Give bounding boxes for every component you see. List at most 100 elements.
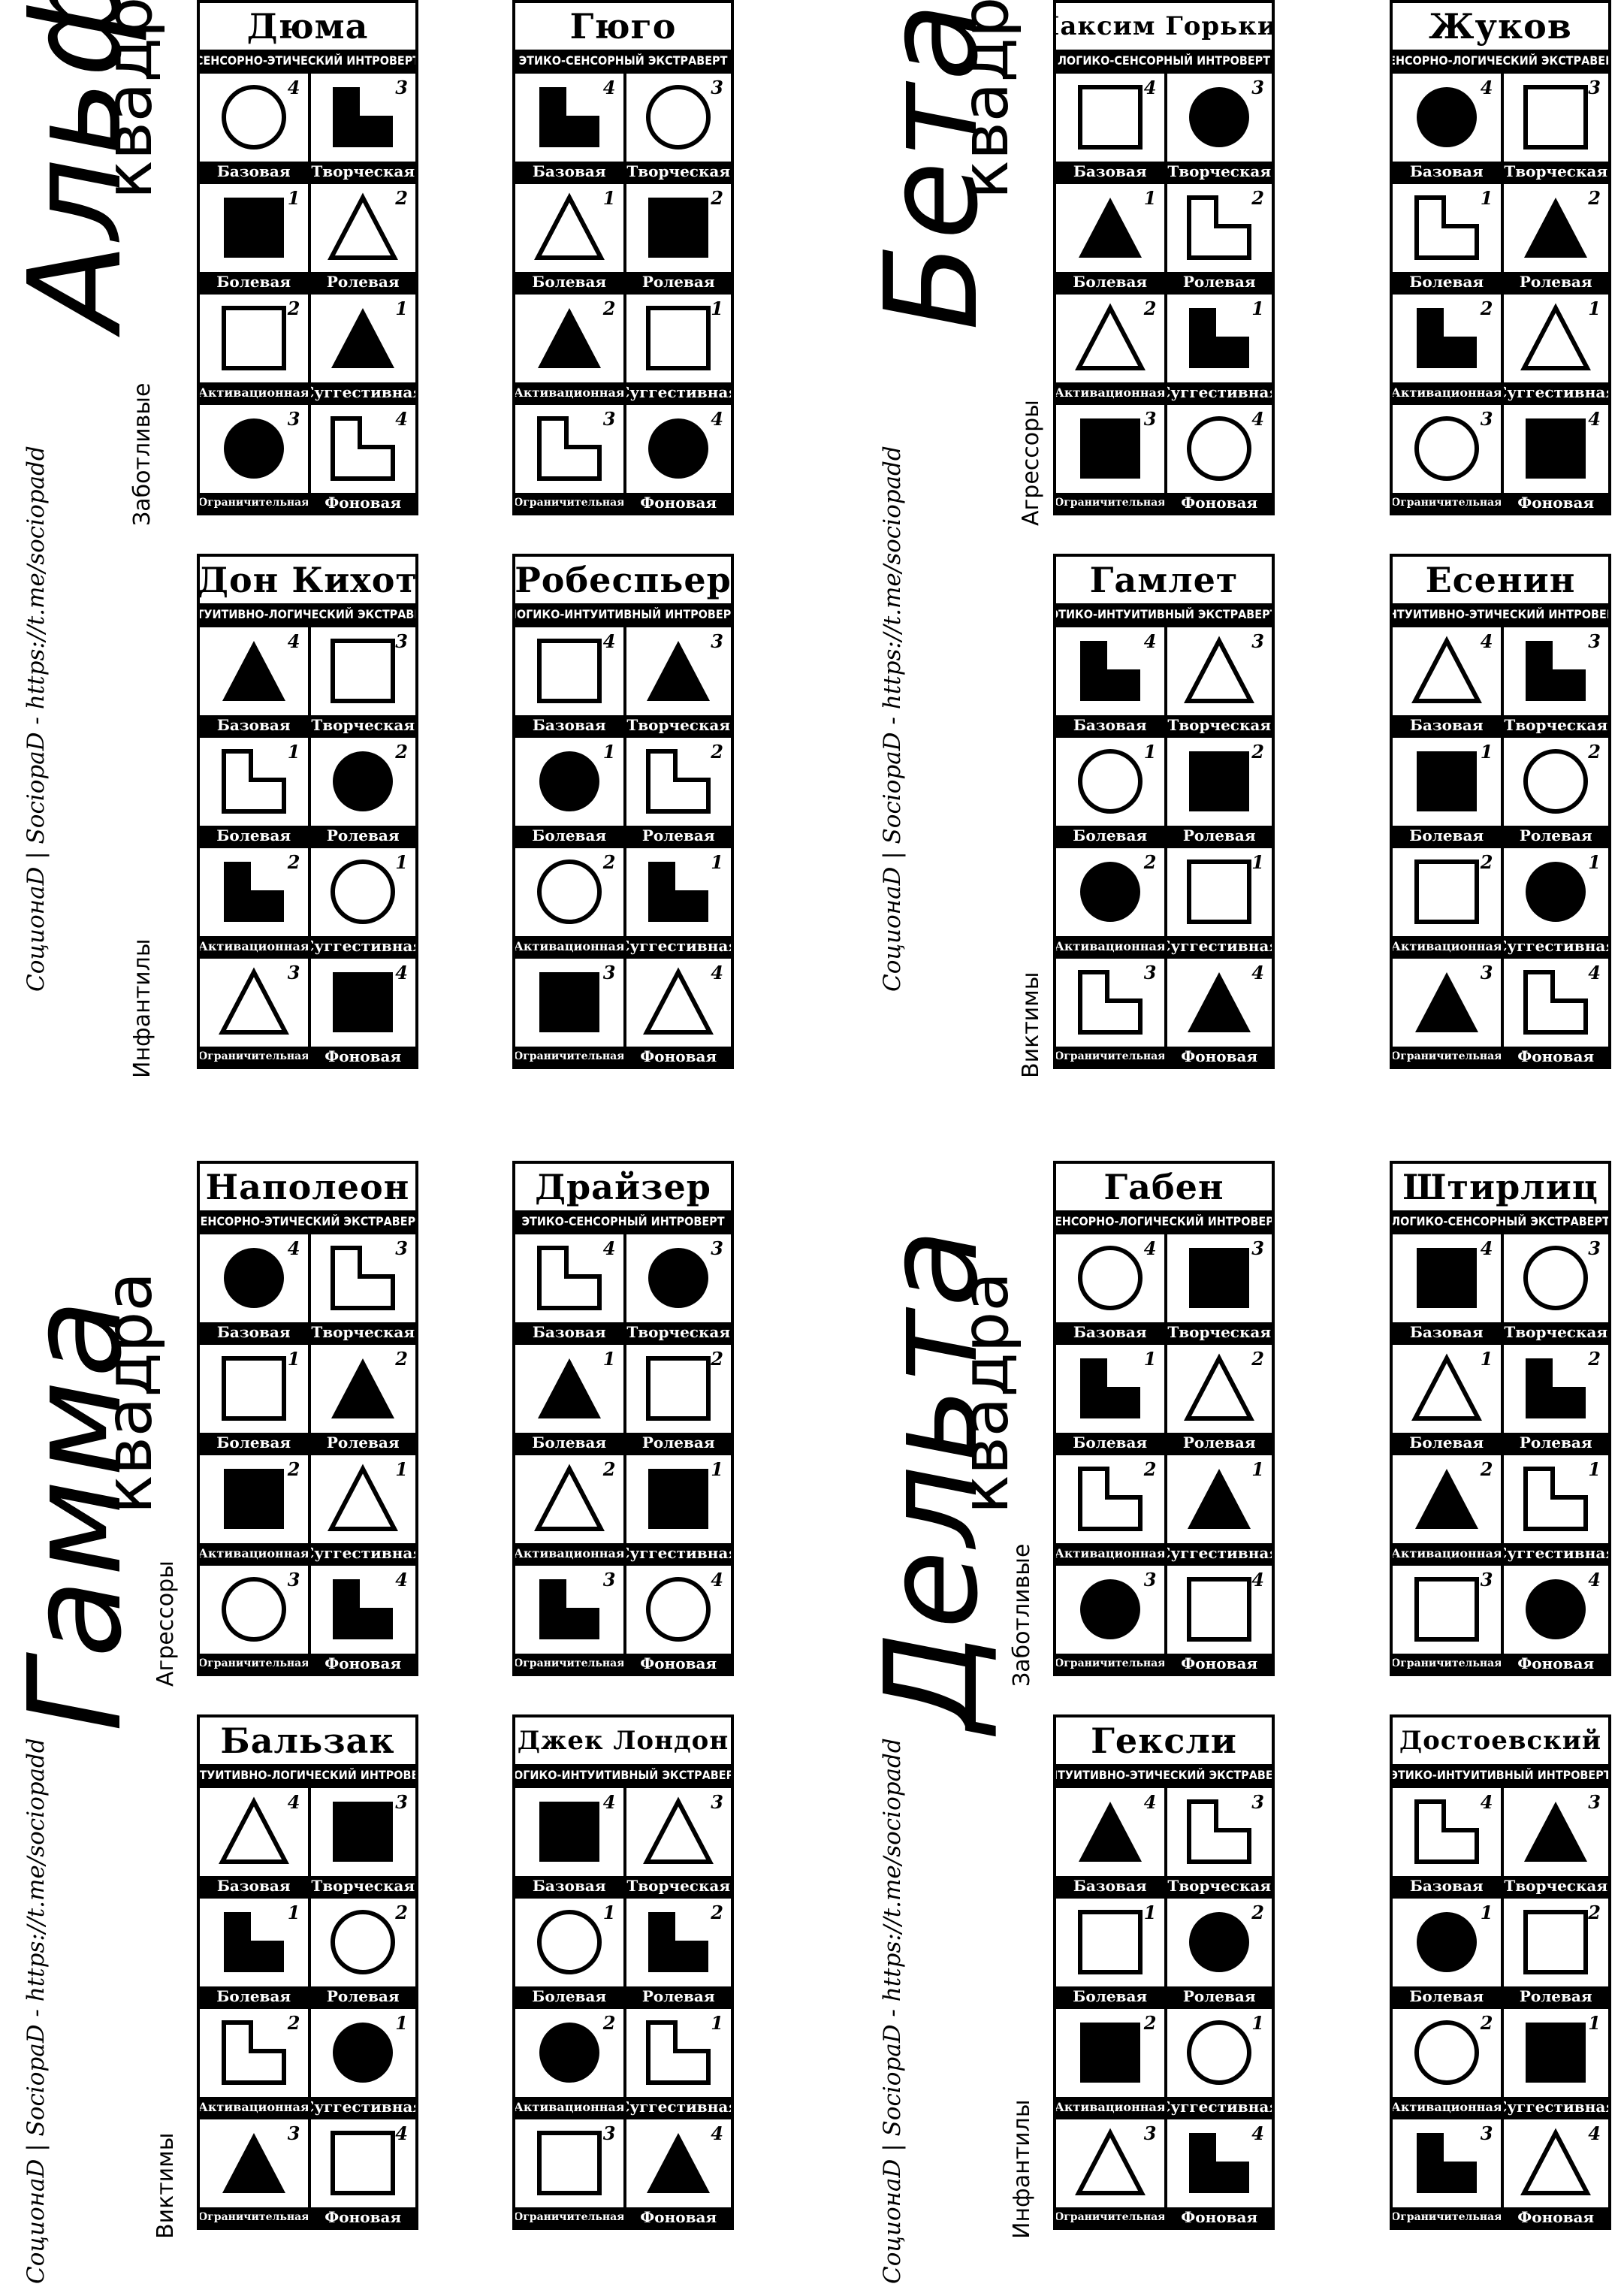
function-cell: 4 Базовая [1056, 71, 1164, 181]
function-cell: 1 Суггестивная [1500, 292, 1608, 402]
function-cell: 2 Активационная [515, 1452, 623, 1563]
function-label: Суггестивная [1503, 936, 1608, 956]
circle-icon [331, 1910, 396, 1974]
triangle-icon [533, 1464, 605, 1531]
type-subtitle: ЛОГИКО-СЕНСОРНЫЙ ИНТРОВЕРТ [1056, 50, 1272, 71]
function-cell: 2 Ролевая [623, 735, 731, 845]
kvadra-label: квадра [92, 0, 167, 199]
square-icon [1187, 1577, 1252, 1642]
dimension-number: 1 [395, 1458, 408, 1480]
square-icon [539, 1802, 599, 1862]
function-cell: 1 Болевая [515, 1896, 623, 2006]
function-label: Суггестивная [1503, 382, 1608, 402]
function-cell: 4 Базовая [515, 1785, 623, 1896]
function-cell: 3 Творческая [1164, 624, 1272, 735]
step-icon [221, 2020, 286, 2085]
square-icon [1077, 1910, 1143, 1974]
function-cell: 2 Активационная [1056, 845, 1164, 956]
function-cell: 3 Ограничительная [200, 1563, 308, 1673]
function-label: Фоновая [1167, 1047, 1272, 1066]
function-label: Суггестивная [1167, 2097, 1272, 2116]
dimension-number: 2 [1588, 187, 1601, 209]
triangle-icon [1184, 636, 1255, 703]
function-cell: 2 Активационная [1393, 292, 1501, 402]
function-label: Болевая [200, 1433, 308, 1452]
function-cell: 4 Фоновая [1164, 956, 1272, 1066]
dimension-number: 1 [287, 1348, 300, 1370]
function-label: Ограничительная [200, 493, 308, 512]
kvadra-label: квадра [92, 1271, 167, 1514]
step-icon [223, 1912, 284, 1972]
dimension-number: 4 [287, 77, 300, 98]
square-icon [221, 306, 286, 370]
type-title: Достоевский [1399, 1726, 1602, 1756]
step-icon [1189, 308, 1250, 368]
type-subtitle: СЕНСОРНО-ЭТИЧЕСКИЙ ИНТРОВЕРТ [200, 50, 415, 71]
function-label: Суггестивная [626, 936, 731, 956]
type-subtitle: ИНТУИТИВНО-ЭТИЧЕСКИЙ ЭКСТРАВЕРТ [1056, 1764, 1272, 1785]
dimension-number: 1 [1480, 1348, 1493, 1370]
function-cell: 4 Фоновая [307, 956, 415, 1066]
function-cell: 2 Активационная [1056, 2006, 1164, 2116]
function-cell: 2 Активационная [200, 845, 308, 956]
dimension-number: 4 [1251, 2122, 1264, 2144]
function-cell: 4 Базовая [1393, 624, 1501, 735]
step-icon [539, 87, 599, 147]
type-title: Максим Горький [1056, 11, 1272, 41]
dimension-number: 2 [287, 298, 300, 319]
square-icon [536, 2131, 602, 2195]
function-label: Ограничительная [200, 2207, 308, 2227]
square-icon [1077, 85, 1143, 150]
triangle-icon [1074, 2128, 1146, 2195]
dimension-number: 1 [1143, 741, 1157, 763]
function-label: Ролевая [1503, 826, 1608, 845]
group-label: Заботливые [1009, 1543, 1035, 1687]
step-icon [646, 2020, 711, 2085]
type-title: Габен [1103, 1167, 1224, 1207]
dimension-number: 4 [1251, 408, 1264, 430]
dimension-number: 2 [711, 1348, 723, 1370]
function-label: Активационная [200, 936, 308, 956]
dimension-number: 4 [711, 2122, 723, 2144]
function-label: Творческая [1503, 1876, 1608, 1896]
dimension-number: 1 [395, 298, 408, 319]
dimension-number: 1 [1251, 298, 1264, 319]
square-icon [333, 1802, 394, 1862]
function-label: Базовая [515, 1322, 623, 1342]
function-label: Творческая [310, 1322, 415, 1342]
dimension-number: 3 [1588, 1237, 1601, 1259]
function-grid: 4 Базовая 3 Творческая 1 Болевая 2 Ролевая 2 Акти… [200, 624, 415, 1066]
quadra-delta: Дельта квадра СоционаD | SocioраD - https:… [856, 1161, 1624, 2296]
dimension-number: 1 [287, 1902, 300, 1923]
function-cell: 4 Базовая [200, 71, 308, 181]
function-label: Творческая [626, 1322, 731, 1342]
dimension-number: 3 [1480, 2122, 1493, 2144]
dimension-number: 1 [287, 741, 300, 763]
function-label: Активационная [1056, 382, 1164, 402]
function-cell: 2 Ролевая [623, 181, 731, 292]
dimension-number: 1 [1588, 1458, 1601, 1480]
function-label: Творческая [1503, 1322, 1608, 1342]
function-grid: 4 Базовая 3 Творческая 1 Болевая 2 Ролевая 2 Акти… [1056, 1231, 1272, 1673]
dimension-number: 1 [1588, 851, 1601, 873]
function-label: Ролевая [310, 826, 415, 845]
function-label: Активационная [1393, 1543, 1501, 1563]
dimension-number: 3 [711, 77, 723, 98]
square-icon [223, 1469, 284, 1529]
type-subtitle: ИНТУИТИВНО-ЭТИЧЕСКИЙ ИНТРОВЕРТ [1393, 603, 1608, 624]
function-cell: 2 Активационная [515, 845, 623, 956]
triangle-icon [1078, 198, 1142, 258]
square-icon [333, 972, 394, 1032]
function-cell: 3 Ограничительная [515, 1563, 623, 1673]
step-icon [1079, 1358, 1140, 1418]
function-cell: 2 Ролевая [307, 1342, 415, 1452]
dimension-number: 3 [1588, 630, 1601, 652]
function-cell: 4 Фоновая [1500, 402, 1608, 512]
function-label: Ролевая [1503, 1986, 1608, 2006]
function-label: Творческая [1167, 715, 1272, 735]
function-grid: 4 Базовая 3 Творческая 1 Болевая 2 Ролевая 2 Акти… [1393, 71, 1608, 512]
type-card: Дюма СЕНСОРНО-ЭТИЧЕСКИЙ ИНТРОВЕРТ 4 Базовая… [197, 0, 418, 515]
function-grid: 4 Базовая 3 Творческая 1 Болевая 2 Ролевая 2 Акти… [1056, 624, 1272, 1066]
dimension-number: 4 [1251, 962, 1264, 983]
dimension-number: 4 [1480, 77, 1493, 98]
